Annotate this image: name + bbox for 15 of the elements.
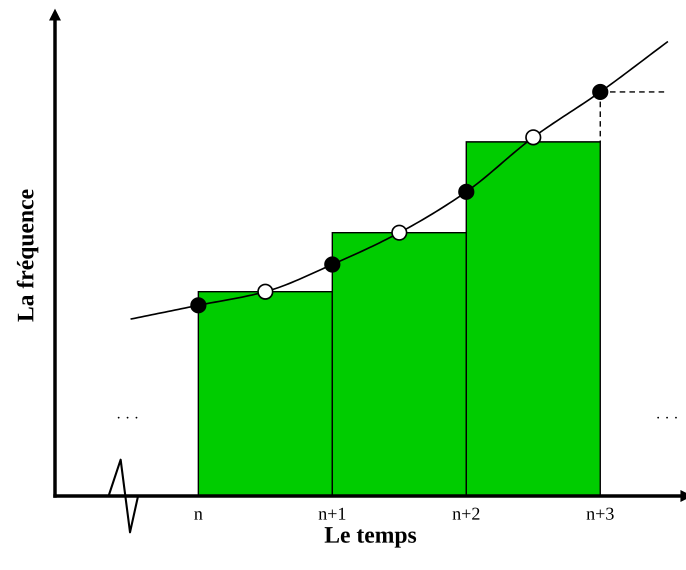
x-tick-label: n+2 bbox=[452, 508, 480, 520]
point bbox=[525, 129, 542, 146]
x-axis-title: Le temps bbox=[324, 527, 416, 548]
point bbox=[257, 284, 274, 300]
point bbox=[458, 184, 474, 200]
annotation: · · · bbox=[657, 416, 677, 419]
x-tick-label: n+3 bbox=[586, 508, 614, 520]
point bbox=[324, 256, 340, 273]
x-tick-label: n+1 bbox=[318, 508, 346, 520]
point bbox=[391, 224, 408, 241]
annotation: · · · bbox=[118, 416, 138, 419]
point bbox=[190, 297, 206, 314]
point bbox=[592, 84, 608, 100]
x-tick-label: n bbox=[194, 511, 203, 520]
y-axis-title: La fréquence bbox=[16, 190, 38, 322]
